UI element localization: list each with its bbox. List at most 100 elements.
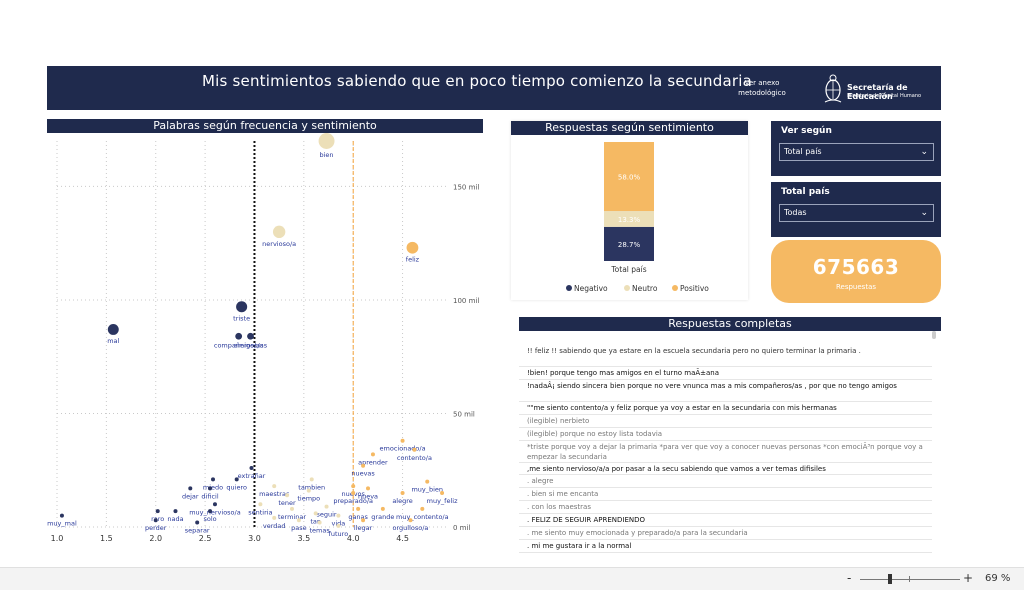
zoom-percentage[interactable]: 69 %	[985, 573, 1011, 584]
scatter-point-label: muy_feliz	[427, 497, 458, 505]
scatter-point-label: aprender	[358, 458, 388, 466]
scatter-point-label: sentiria	[248, 508, 272, 516]
scatter-point-label: tener	[278, 499, 296, 507]
bar-segment-positivo	[604, 142, 654, 212]
scatter-point-label: grande	[371, 513, 394, 521]
scatter-point-label: muy_contento/a	[396, 513, 449, 521]
sentiment-title: Respuestas según sentimiento	[511, 121, 748, 135]
response-row[interactable]: . muy bien	[519, 553, 932, 556]
scatter-point	[234, 477, 239, 482]
responses-title: Respuestas completas	[519, 317, 941, 331]
scatter-panel[interactable]: 1.0 1.5 2.0 2.5 3.0 3.5 4.0 4.5 0 mil 50 mil 100 m…	[47, 133, 483, 553]
scatter-point	[258, 502, 263, 507]
x-tick-label: 2.5	[199, 534, 212, 543]
report-header: Mis sentimientos sabiendo que en poco ti…	[47, 66, 941, 110]
scatter-point	[309, 477, 314, 482]
zoom-out-button[interactable]: -	[847, 571, 852, 585]
scatter-point	[400, 490, 405, 495]
legend-marker	[672, 285, 678, 291]
response-row[interactable]: . me siento muy emocionada y preparado/a…	[519, 527, 932, 540]
bar-segment-neutro	[604, 211, 654, 227]
bar-segment-negativo	[604, 226, 654, 261]
scatter-point	[336, 513, 341, 518]
response-row[interactable]: . alegre	[519, 475, 932, 489]
scatter-point	[440, 490, 445, 495]
ministry-subtitle: Ministerio de Capital Humano	[847, 93, 922, 99]
legend-marker	[566, 285, 572, 291]
zoom-in-button[interactable]: +	[963, 571, 974, 585]
scatter-point-label: orgulloso/a	[393, 524, 429, 532]
scatter-point-label: nueva	[358, 492, 378, 500]
response-row[interactable]: (ilegible) nerbieto	[519, 415, 932, 428]
scrollbar[interactable]	[932, 331, 936, 339]
scatter-point-label: pase	[291, 524, 307, 532]
ministry-name: Secretaría de Educación	[847, 83, 908, 101]
ver-segun-label: Ver según	[781, 126, 832, 136]
scatter-point	[153, 518, 158, 523]
scatter-point	[306, 488, 311, 493]
scatter-point-label: dejar	[182, 492, 199, 500]
zoom-slider-thumb[interactable]	[888, 574, 892, 584]
scatter-point-label: temas	[310, 526, 331, 534]
scatter-point	[313, 511, 318, 516]
x-tick-label: 1.5	[100, 534, 113, 543]
ver-segun-dropdown[interactable]: Total país ⌄	[779, 143, 934, 161]
x-tick-label: 4.0	[347, 534, 360, 543]
responses-table[interactable]: !! feliz !! sabiendo que ya estare en la…	[519, 345, 932, 555]
scatter-point-label: extrañar	[238, 472, 266, 480]
response-row[interactable]: ""me siento contento/a y feliz porque ya…	[519, 402, 932, 415]
response-row[interactable]: . bien si me encanta	[519, 488, 932, 502]
ver-segun-value[interactable]: Total país	[784, 147, 822, 156]
scatter-point-label: feliz	[406, 256, 420, 264]
scatter-title: Palabras según frecuencia y sentimiento	[47, 119, 483, 133]
zoom-slider-track[interactable]	[860, 579, 960, 580]
total-pais-dropdown[interactable]: Todas ⌄	[779, 204, 934, 222]
scatter-point	[212, 502, 217, 507]
scatter-point	[336, 523, 341, 528]
bar-category-label: Total país	[610, 265, 646, 274]
scatter-point	[211, 477, 215, 482]
scatter-point-label: quiero	[226, 483, 247, 491]
total-pais-value[interactable]: Todas	[784, 208, 807, 217]
scatter-point-label: miedo	[203, 483, 223, 491]
scatter-point	[235, 332, 243, 340]
scatter-point	[420, 506, 425, 511]
scatter-point	[236, 301, 248, 313]
scatter-point-label: raro	[151, 515, 164, 523]
coat-of-arms-icon	[824, 74, 842, 103]
scatter-point-label: mal	[107, 337, 119, 345]
scatter-point-label: maestras	[259, 490, 290, 498]
sentiment-bar-chart[interactable]: 28.7% 13.3% 58.0% Total país Negativo Neutro P…	[511, 121, 748, 300]
response-row[interactable]: . FELIZ DE SEGUIR APRENDIENDO	[519, 514, 932, 528]
scatter-point	[247, 332, 254, 340]
response-row[interactable]: (ilegible) porque no estoy lista todavia	[519, 428, 932, 441]
response-row[interactable]: . con los maestras	[519, 501, 932, 515]
scatter-point-label: bien	[320, 151, 334, 159]
legend-marker	[624, 285, 630, 291]
scatter-point-label: llegar	[354, 524, 373, 532]
anexo-line1[interactable]: Ver anexo	[744, 79, 780, 87]
response-row[interactable]: . mi me gustara ir a la normal	[519, 540, 932, 553]
y-tick-label: 0 mil	[453, 524, 470, 532]
scatter-point	[272, 484, 277, 489]
legend-label: Negativo	[574, 284, 608, 293]
response-row[interactable]: !nadaÂ¡ siendo sincera bien porque no ve…	[519, 380, 932, 402]
scatter-chart[interactable]: 1.0 1.5 2.0 2.5 3.0 3.5 4.0 4.5 0 mil 50 mil 100 m…	[47, 133, 483, 553]
scatter-point	[289, 506, 294, 511]
scatter-point	[249, 465, 254, 470]
anexo-line2[interactable]: metodológico	[738, 89, 786, 97]
response-row[interactable]: *triste porque voy a dejar la primaria *…	[519, 441, 932, 463]
response-row[interactable]: !bien! porque tengo mas amigos en el tur…	[519, 367, 932, 380]
scatter-point-label: tambien	[298, 483, 325, 491]
y-tick-label: 100 mil	[453, 297, 479, 305]
response-row[interactable]: !! feliz !! sabiendo que ya estare en la…	[519, 345, 932, 367]
response-row[interactable]: ,me siento nervioso/a/a por pasar a la s…	[519, 463, 932, 476]
scatter-point	[370, 452, 375, 457]
chevron-down-icon[interactable]: ⌄	[920, 208, 928, 218]
bar-segment-label: 28.7%	[618, 241, 641, 249]
scatter-point	[107, 323, 119, 335]
scatter-point-label: ganas	[348, 513, 368, 521]
chevron-down-icon[interactable]: ⌄	[920, 147, 928, 157]
x-tick-label: 3.0	[248, 534, 261, 543]
ver-anexo-link[interactable]: Ver anexo metodológico	[732, 78, 792, 98]
